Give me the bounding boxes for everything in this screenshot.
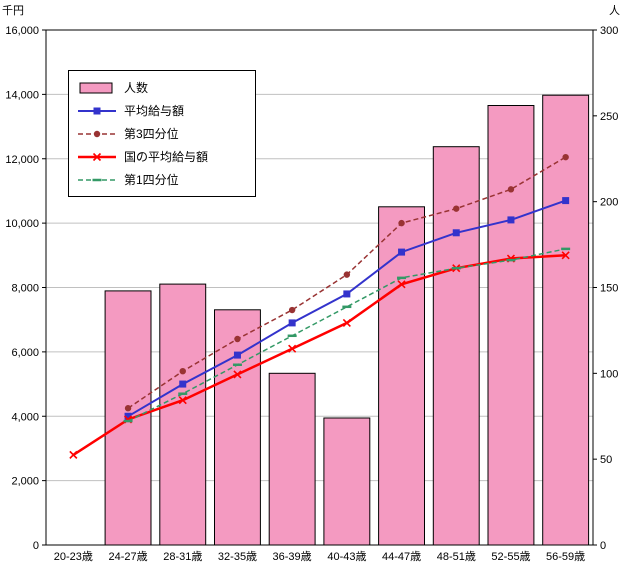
x-axis-category-label: 40-43歳	[327, 550, 366, 563]
left-axis-tick-label: 16,000	[5, 25, 39, 37]
marker-circle	[234, 335, 241, 343]
legend-line-swatch-icon	[78, 107, 116, 114]
marker-circle	[93, 130, 101, 137]
plot-border	[45, 29, 594, 546]
right-axis-tick-label: 50	[600, 454, 612, 466]
right-axis-tick-label: 0	[600, 540, 606, 552]
marker-square	[452, 229, 460, 237]
left-axis-tick-label: 14,000	[5, 89, 39, 101]
x-axis-category-label: 20-23歳	[54, 550, 93, 563]
marker-square	[93, 107, 101, 114]
marker-square	[179, 380, 187, 388]
bar	[542, 94, 590, 546]
left-axis-tick-label: 2,000	[11, 476, 39, 488]
bar	[323, 417, 371, 546]
left-axis-tick-label: 0	[33, 540, 39, 552]
marker-square	[398, 248, 406, 256]
marker-x	[69, 450, 78, 459]
legend-item: 第3四分位	[77, 124, 247, 143]
legend-label: 人数	[124, 81, 149, 95]
legend-item: 第1四分位	[77, 170, 247, 189]
legend-line-swatch-icon	[78, 130, 116, 137]
bar	[159, 283, 207, 546]
bar	[214, 309, 261, 546]
right-axis-tick-label: 100	[600, 368, 618, 380]
legend-item: 平均給与額	[77, 101, 247, 120]
marker-circle	[343, 271, 351, 278]
left-axis-tick-label: 10,000	[5, 218, 39, 230]
x-axis-category-label: 56-59歳	[546, 550, 585, 563]
legend-item: 人数	[77, 78, 247, 97]
marker-circle	[288, 306, 296, 314]
marker-x	[92, 152, 102, 161]
left-axis-tick-label: 6,000	[11, 347, 39, 359]
marker-square	[233, 351, 241, 359]
marker-circle	[562, 153, 569, 161]
marker-x	[561, 251, 570, 260]
marker-circle	[124, 405, 132, 412]
marker-circle	[507, 186, 515, 193]
legend-label: 第1四分位	[124, 173, 179, 187]
x-axis-category-label: 24-27歳	[109, 550, 148, 563]
legend-label: 国の平均給与額	[124, 150, 209, 164]
right-axis-tick-label: 250	[600, 111, 618, 123]
x-axis-category-label: 36-39歳	[273, 550, 312, 563]
x-axis-category-label: 44-47歳	[382, 550, 421, 563]
legend-bar-swatch-icon	[79, 82, 113, 93]
left-axis-tick-label: 8,000	[11, 283, 39, 295]
marker-x	[288, 344, 297, 353]
marker-circle	[398, 219, 405, 227]
right-axis-unit-label: 人	[609, 5, 620, 17]
legend-line-swatch-icon	[78, 152, 116, 161]
left-axis-tick-label: 4,000	[11, 411, 39, 423]
x-axis-category-label: 32-35歳	[218, 550, 257, 563]
line-series-3	[127, 248, 566, 422]
right-axis-tick-label: 200	[600, 197, 618, 209]
marker-square	[288, 319, 296, 327]
legend-label: 第3四分位	[124, 127, 179, 141]
right-axis-tick-label: 300	[600, 25, 618, 37]
bar	[487, 105, 535, 546]
marker-x	[342, 318, 351, 327]
marker-square	[124, 412, 132, 420]
x-axis-category-label: 48-51歳	[437, 550, 476, 563]
legend-bar-rect	[79, 82, 113, 93]
left-axis-tick-label: 12,000	[5, 154, 39, 166]
line-series-2	[72, 254, 566, 456]
legend-label: 平均給与額	[124, 104, 185, 118]
right-axis-tick-label: 150	[600, 283, 618, 295]
marker-square	[562, 197, 570, 205]
legend-line-swatch-icon	[78, 178, 116, 181]
x-axis-category-label: 28-31歳	[163, 550, 202, 563]
legend: 人数平均給与額第3四分位国の平均給与額 第1四分位	[68, 70, 256, 197]
marker-circle	[453, 205, 460, 212]
marker-square	[507, 216, 515, 224]
x-axis-category-label: 52-55歳	[491, 550, 530, 563]
bar	[378, 206, 426, 546]
marker-x	[233, 370, 242, 379]
marker-circle	[179, 367, 186, 375]
marker-x	[397, 280, 406, 289]
legend-item: 国の平均給与額	[77, 147, 247, 166]
left-axis-unit-label: 千円	[2, 5, 24, 17]
marker-x	[178, 396, 187, 405]
marker-square	[343, 290, 351, 298]
bar	[268, 372, 316, 546]
